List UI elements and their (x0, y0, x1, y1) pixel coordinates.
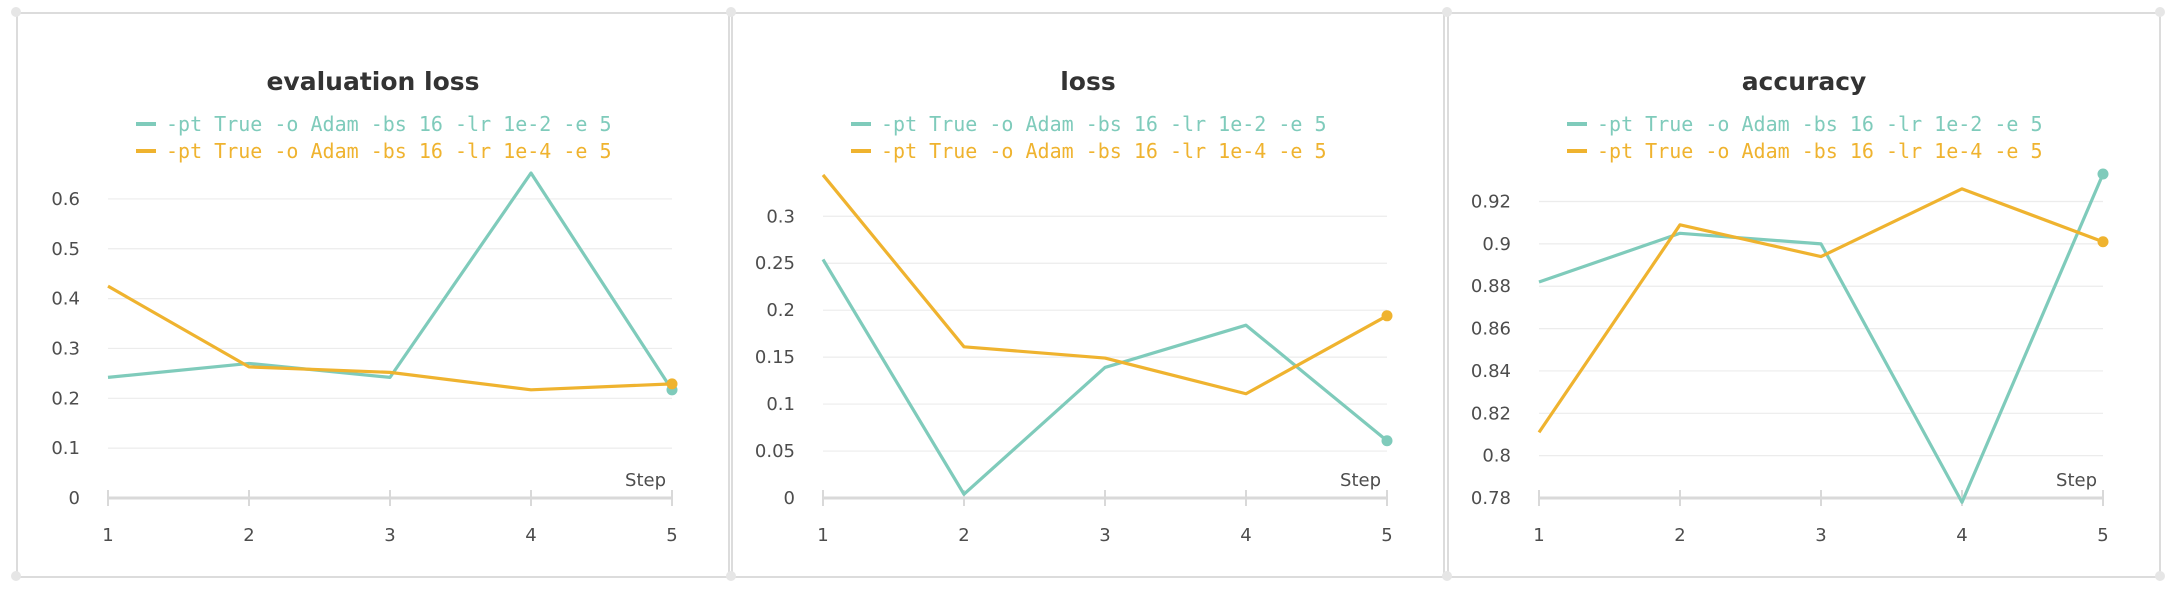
x-tick-label: 1 (1533, 525, 1544, 546)
resize-handle[interactable] (1442, 7, 1452, 17)
series-line[interactable] (107, 171, 674, 391)
series-line[interactable] (107, 284, 673, 392)
legend-entry[interactable]: -pt True -o Adam -bs 16 -lr 1e-4 -e 5 (881, 139, 1327, 163)
legend-entry[interactable]: -pt True -o Adam -bs 16 -lr 1e-2 -e 5 (1597, 112, 2043, 136)
resize-handle[interactable] (726, 7, 736, 17)
y-tick-label: 0.8 (1482, 446, 1511, 467)
y-tick-label: 0 (784, 488, 795, 509)
x-tick-label: 1 (102, 525, 113, 546)
resize-handle[interactable] (726, 571, 736, 581)
x-tick-label: 2 (958, 525, 969, 546)
series-end-point[interactable] (666, 378, 678, 390)
y-tick-label: 0.15 (755, 347, 795, 368)
resize-handle[interactable] (2155, 571, 2165, 581)
x-tick-label: 4 (525, 525, 536, 546)
chart-svg: evaluation loss -pt True -o Adam -bs 16 -… (51, 67, 678, 546)
x-tick-label: 5 (666, 525, 677, 546)
y-tick-label: 0.1 (766, 394, 795, 415)
series-line[interactable] (1538, 173, 2105, 504)
x-tick-label: 3 (384, 525, 395, 546)
y-tick-label: 0.9 (1482, 234, 1511, 255)
y-tick-label: 0.92 (1471, 192, 1511, 213)
y-tick-label: 0.3 (51, 338, 80, 359)
chart-title: accuracy (1742, 67, 1867, 96)
x-axis-label: Step (625, 470, 666, 491)
x-tick-label: 4 (1956, 525, 1967, 546)
x-tick-label: 5 (2097, 525, 2108, 546)
series-line[interactable] (1537, 187, 2104, 434)
legend-entry[interactable]: -pt True -o Adam -bs 16 -lr 1e-2 -e 5 (166, 112, 612, 136)
y-tick-label: 0.5 (51, 239, 80, 260)
resize-handle[interactable] (11, 571, 21, 581)
x-tick-label: 3 (1099, 525, 1110, 546)
x-axis-label: Step (2056, 470, 2097, 491)
y-tick-label: 0.84 (1471, 361, 1511, 382)
x-tick-label: 4 (1240, 525, 1251, 546)
y-tick-label: 0.3 (766, 206, 795, 227)
y-tick-label: 0 (69, 488, 80, 509)
chart-panel-0: evaluation loss -pt True -o Adam -bs 16 -… (16, 12, 730, 578)
chart-title: evaluation loss (266, 67, 479, 96)
y-tick-label: 0.2 (766, 300, 795, 321)
x-tick-label: 5 (1381, 525, 1392, 546)
y-tick-label: 0.88 (1471, 276, 1511, 297)
y-tick-label: 0.05 (755, 441, 795, 462)
y-tick-label: 0.4 (51, 289, 80, 310)
x-tick-label: 1 (817, 525, 828, 546)
series-end-point[interactable] (2097, 236, 2109, 248)
chart-panel-2: accuracy -pt True -o Adam -bs 16 -lr 1e-2… (1447, 12, 2161, 578)
series-end-point[interactable] (1381, 435, 1393, 447)
y-tick-label: 0.2 (51, 388, 80, 409)
legend-entry[interactable]: -pt True -o Adam -bs 16 -lr 1e-4 -e 5 (166, 139, 612, 163)
y-tick-label: 0.78 (1471, 488, 1511, 509)
y-tick-label: 0.86 (1471, 319, 1511, 340)
x-tick-label: 3 (1815, 525, 1826, 546)
x-axis-label: Step (1340, 470, 1381, 491)
x-tick-label: 2 (243, 525, 254, 546)
series-line[interactable] (821, 173, 1388, 396)
series-line[interactable] (821, 258, 1389, 496)
chart-svg: loss -pt True -o Adam -bs 16 -lr 1e-2 -e … (755, 67, 1393, 546)
y-tick-label: 0.82 (1471, 403, 1511, 424)
resize-handle[interactable] (2155, 7, 2165, 17)
legend-entry[interactable]: -pt True -o Adam -bs 16 -lr 1e-4 -e 5 (1597, 139, 2043, 163)
chart-title: loss (1060, 67, 1116, 96)
resize-handle[interactable] (11, 7, 21, 17)
y-tick-label: 0.1 (51, 438, 80, 459)
chart-svg: accuracy -pt True -o Adam -bs 16 -lr 1e-2… (1471, 67, 2109, 546)
legend-entry[interactable]: -pt True -o Adam -bs 16 -lr 1e-2 -e 5 (881, 112, 1327, 136)
chart-panel-1: loss -pt True -o Adam -bs 16 -lr 1e-2 -e … (731, 12, 1445, 578)
y-tick-label: 0.25 (755, 253, 795, 274)
series-end-point[interactable] (2097, 168, 2109, 180)
resize-handle[interactable] (1442, 571, 1452, 581)
y-tick-label: 0.6 (51, 189, 80, 210)
series-end-point[interactable] (1381, 310, 1393, 322)
x-tick-label: 2 (1674, 525, 1685, 546)
